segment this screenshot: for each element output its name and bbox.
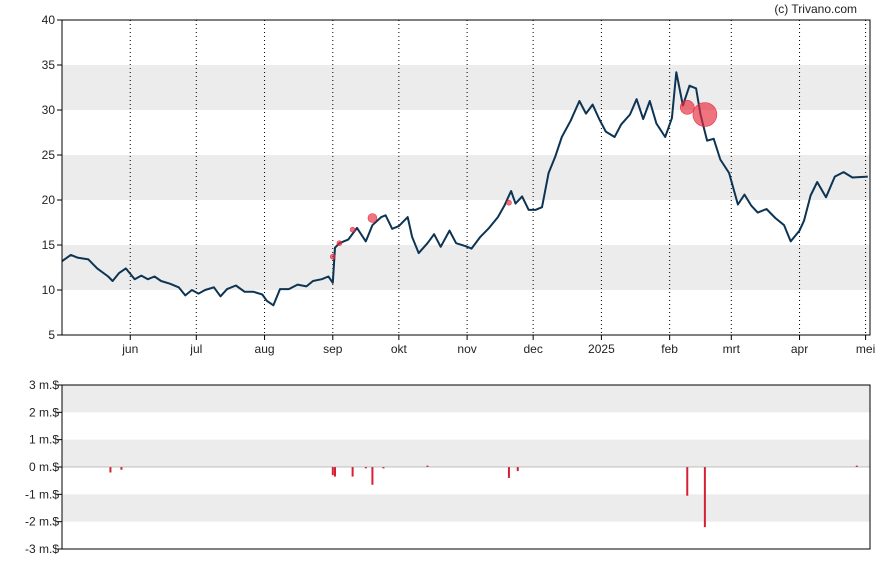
- volume-bar: [855, 465, 858, 467]
- volume-y-tick-label: -2 m.$: [25, 515, 59, 529]
- volume-y-tick-label: -1 m.$: [25, 487, 59, 501]
- volume-y-tick-label: 3 m.$: [29, 378, 59, 392]
- y-tick-label: 20: [42, 193, 56, 207]
- insider-marker: [349, 226, 356, 233]
- price-plot-frame: [61, 19, 871, 336]
- insider-marker: [692, 102, 718, 127]
- x-tick-label: aug: [255, 342, 275, 356]
- volume-bar: [516, 467, 519, 472]
- volume-y-tick-label: -3 m.$: [25, 542, 59, 556]
- volume-band: [62, 385, 870, 413]
- volume-y-tick-label: 0 m.$: [29, 460, 59, 474]
- y-tick-label: 15: [42, 238, 56, 252]
- y-tick-label: 35: [42, 58, 56, 72]
- x-tick-label: jul: [189, 342, 202, 356]
- x-tick-label: mei: [856, 342, 875, 356]
- x-tick-label: apr: [791, 342, 808, 356]
- price-grid-bands: [62, 65, 870, 290]
- price-series: [61, 71, 868, 307]
- volume-bar: [686, 467, 689, 496]
- chart-credit: (c) Trivano.com: [774, 2, 857, 16]
- price-band: [62, 65, 870, 110]
- volume-bar: [334, 467, 337, 477]
- x-tick-label: sep: [323, 342, 343, 356]
- volume-series: [109, 465, 858, 528]
- price-band: [62, 245, 870, 290]
- price-y-axis: 5 10 15 20 25 30 35 40: [42, 13, 62, 342]
- volume-y-tick-label: 2 m.$: [29, 405, 59, 419]
- price-month-gridlines: [129, 20, 867, 335]
- volume-grid-bands: [62, 385, 870, 522]
- insider-markers: [330, 100, 718, 260]
- y-tick-label: 40: [42, 13, 56, 27]
- volume-bar: [351, 467, 354, 477]
- insider-marker: [506, 199, 512, 206]
- insider-marker: [367, 213, 378, 223]
- volume-band: [62, 439, 870, 467]
- price-line: [61, 71, 868, 307]
- x-tick-label: nov: [457, 342, 476, 356]
- x-tick-label: mrt: [723, 342, 741, 356]
- volume-y-tick-label: 1 m.$: [29, 433, 59, 447]
- volume-bar: [426, 465, 429, 467]
- volume-bar: [120, 467, 123, 470]
- y-tick-label: 30: [42, 103, 56, 117]
- volume-bar: [331, 467, 334, 476]
- x-tick-label: dec: [523, 342, 542, 356]
- y-tick-label: 25: [42, 148, 56, 162]
- volume-bar: [364, 467, 367, 469]
- insider-marker: [330, 253, 336, 260]
- y-tick-label: 5: [48, 328, 55, 342]
- volume-band: [62, 494, 870, 522]
- volume-bar: [109, 467, 112, 473]
- insider-marker: [679, 100, 695, 115]
- volume-bar: [507, 467, 510, 478]
- price-band: [62, 155, 870, 200]
- insider-marker: [336, 240, 343, 246]
- volume-bar: [703, 467, 706, 528]
- x-tick-label: feb: [661, 342, 678, 356]
- price-x-axis: jun jul aug sep okt nov dec 2025 feb mrt apr mei: [121, 335, 875, 356]
- x-tick-label: okt: [391, 342, 408, 356]
- volume-bar: [382, 467, 385, 469]
- volume-y-axis: 3 m.$ 2 m.$ 1 m.$ 0 m.$ -1 m.$ -2 m.$ -3 m.$: [25, 378, 62, 556]
- volume-bar: [371, 467, 374, 485]
- x-tick-label: jun: [121, 342, 138, 356]
- y-tick-label: 10: [42, 283, 56, 297]
- x-tick-label: 2025: [588, 342, 615, 356]
- volume-plot-frame: [61, 384, 871, 550]
